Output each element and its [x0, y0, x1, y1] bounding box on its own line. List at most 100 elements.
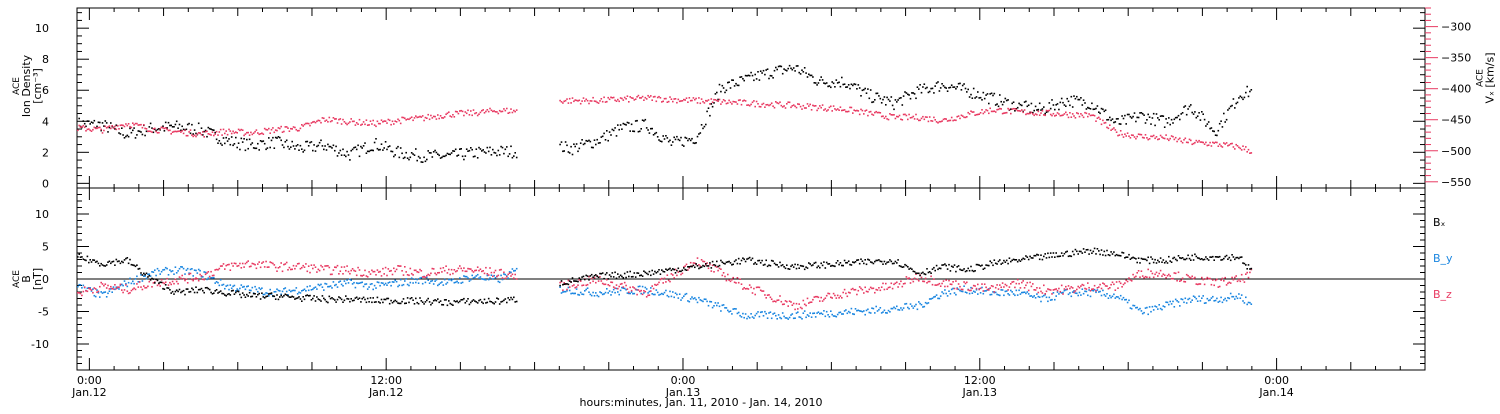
- vx-point: [99, 126, 101, 129]
- by-point: [678, 293, 681, 295]
- by-point: [1162, 305, 1165, 307]
- bx-point: [1133, 257, 1136, 259]
- bx-point: [1232, 256, 1235, 258]
- density-point: [651, 127, 653, 130]
- bx-point: [410, 297, 413, 299]
- bx-point: [1102, 254, 1104, 256]
- bz-point: [961, 288, 964, 291]
- vx-point: [913, 118, 916, 120]
- by-point: [742, 312, 744, 315]
- density-y-label-line: Ion Density: [20, 54, 33, 117]
- bx-point: [85, 259, 87, 262]
- bz-point: [328, 266, 331, 269]
- bz-point: [816, 295, 818, 298]
- density-point: [1170, 118, 1173, 121]
- vx-point: [1238, 146, 1240, 149]
- density-point: [1095, 107, 1097, 110]
- bx-point: [1129, 258, 1132, 260]
- by-point: [239, 287, 241, 290]
- bx-point: [435, 299, 438, 302]
- bz-point: [329, 273, 332, 276]
- density-point: [1234, 107, 1236, 109]
- bx-point: [634, 276, 637, 278]
- density-point: [1100, 107, 1103, 110]
- vx-point: [1126, 132, 1129, 134]
- density-point: [1070, 95, 1073, 98]
- bx-point: [213, 292, 215, 294]
- bx-point: [1196, 257, 1199, 259]
- by-point: [1184, 297, 1187, 300]
- density-point: [1069, 104, 1071, 107]
- by-point: [164, 266, 167, 269]
- by-point: [498, 281, 501, 284]
- by-point: [107, 292, 109, 295]
- bz-point: [358, 269, 361, 271]
- vx-point: [750, 103, 752, 106]
- by-point: [254, 285, 256, 288]
- bx-point: [1018, 259, 1020, 261]
- vx-point: [817, 107, 820, 110]
- by-point: [327, 285, 329, 288]
- bz-point: [927, 280, 930, 283]
- bz-point: [498, 269, 501, 271]
- density-point: [1063, 104, 1066, 106]
- bz-point: [931, 283, 934, 286]
- density-point: [211, 129, 214, 131]
- by-point: [748, 317, 751, 319]
- bz-point: [667, 279, 670, 282]
- bz-point: [143, 285, 145, 287]
- bx-point: [487, 297, 490, 300]
- by-point: [77, 285, 79, 288]
- bx-point: [1078, 250, 1081, 253]
- by-point: [606, 288, 608, 290]
- density-point: [294, 148, 296, 150]
- vx-point: [1104, 121, 1107, 124]
- bz-point: [1143, 277, 1145, 279]
- vx-point: [667, 100, 670, 103]
- vx-point: [92, 128, 94, 131]
- vx-point: [983, 111, 986, 113]
- vx-point: [761, 103, 763, 106]
- density-point: [141, 133, 144, 136]
- bz-point: [571, 285, 574, 287]
- bz-point: [1087, 282, 1089, 284]
- density-point: [621, 128, 623, 130]
- bx-point: [351, 299, 354, 302]
- density-point: [1210, 127, 1213, 129]
- bz-point: [823, 298, 825, 301]
- vx-point: [819, 105, 821, 107]
- bz-point: [221, 265, 223, 267]
- bx-point: [592, 276, 594, 278]
- bz-point: [291, 268, 293, 271]
- vx-point: [597, 102, 600, 104]
- bz-point: [967, 289, 969, 291]
- density-point: [802, 71, 805, 73]
- density-point: [654, 132, 656, 135]
- vx-point: [138, 124, 141, 126]
- bx-point: [339, 297, 342, 299]
- vx-point: [86, 128, 89, 131]
- bx-point: [563, 283, 565, 285]
- bx-point: [393, 300, 395, 303]
- vx-point: [798, 103, 800, 106]
- vx-point: [143, 124, 145, 126]
- by-point: [354, 286, 357, 289]
- by-point: [803, 310, 806, 312]
- by-point: [747, 315, 750, 318]
- bx-point: [1214, 256, 1217, 258]
- density-point: [401, 152, 403, 155]
- by-point: [966, 292, 968, 294]
- density-point: [850, 83, 853, 86]
- vx-point: [852, 112, 854, 114]
- vx-point: [470, 110, 472, 112]
- density-point: [997, 105, 1000, 108]
- bx-point: [630, 276, 633, 278]
- bz-point: [382, 267, 384, 270]
- bx-point: [1205, 256, 1207, 258]
- by-point: [831, 313, 833, 316]
- by-point: [755, 312, 758, 315]
- bz-point: [982, 290, 985, 292]
- density-point: [85, 125, 87, 128]
- density-point: [900, 97, 902, 99]
- density-point: [740, 76, 743, 78]
